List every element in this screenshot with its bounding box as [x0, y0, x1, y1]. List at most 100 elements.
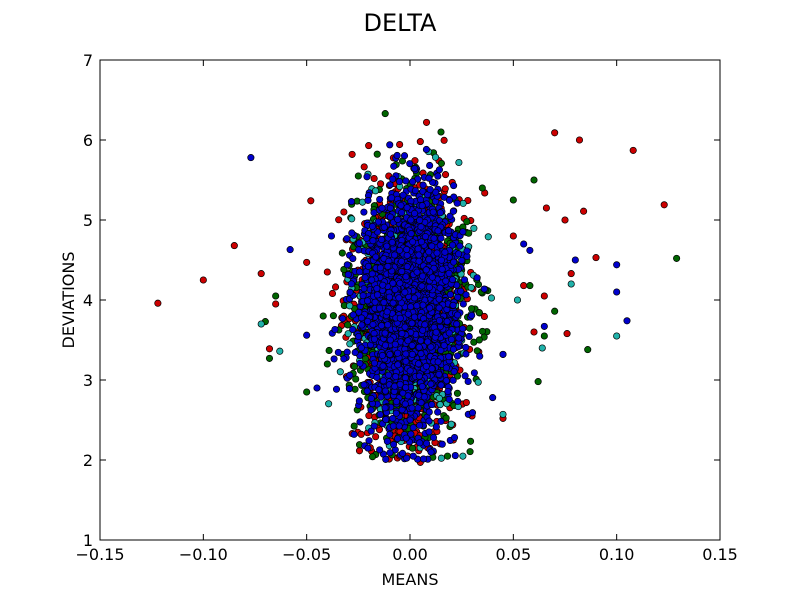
scatter-point: [456, 242, 464, 250]
scatter-point: [417, 399, 425, 407]
scatter-point: [363, 234, 371, 242]
scatter-point: [346, 302, 354, 310]
scatter-point: [351, 348, 359, 357]
scatter-point: [382, 416, 390, 424]
scatter-point: [480, 285, 488, 293]
scatter-point: [440, 341, 448, 349]
scatter-point: [449, 345, 458, 353]
scatter-point: [453, 199, 461, 207]
scatter-point: [376, 411, 384, 419]
scatter-point: [395, 178, 404, 186]
scatter-point: [370, 174, 378, 183]
scatter-point: [530, 176, 538, 184]
scatter-point: [425, 174, 433, 182]
scatter-point: [433, 249, 441, 257]
scatter-point: [520, 282, 528, 290]
scatter-point: [428, 242, 436, 250]
scatter-point: [343, 235, 351, 243]
scatter-point: [499, 410, 507, 418]
scatter-point: [453, 352, 462, 360]
scatter-point: [339, 315, 347, 323]
scatter-point: [265, 354, 274, 362]
scatter-point: [382, 455, 390, 463]
scatter-point: [377, 180, 385, 188]
scatter-point: [445, 353, 453, 361]
scatter-point: [430, 234, 438, 242]
scatter-point: [425, 428, 433, 436]
scatter-point: [540, 292, 548, 300]
scatter-point: [388, 194, 396, 202]
scatter-point: [415, 372, 423, 380]
scatter-point: [375, 386, 383, 394]
scatter-point: [480, 312, 488, 321]
scatter-point: [660, 201, 668, 209]
scatter-point: [419, 181, 427, 189]
scatter-point: [462, 398, 470, 407]
scatter-point: [346, 288, 354, 296]
scatter-point: [347, 280, 355, 288]
scatter-point: [378, 204, 386, 212]
scatter-point: [406, 367, 414, 375]
scatter-point: [407, 430, 415, 438]
scatter-point: [453, 389, 461, 397]
scatter-point: [584, 346, 592, 354]
scatter-point: [364, 262, 372, 270]
scatter-point: [475, 309, 483, 317]
scatter-point: [443, 452, 452, 460]
scatter-point: [542, 204, 550, 212]
scatter-point: [437, 159, 445, 167]
scatter-point: [448, 335, 456, 344]
scatter-point: [381, 404, 389, 412]
scatter-point: [344, 330, 352, 338]
scatter-point: [422, 145, 430, 154]
scatter-point: [416, 421, 424, 429]
chart-title: DELTA: [364, 9, 438, 37]
scatter-point: [450, 182, 458, 190]
scatter-point: [303, 388, 311, 396]
scatter-point: [257, 270, 265, 278]
scatter-point: [434, 408, 442, 416]
scatter-point: [462, 343, 470, 351]
scatter-point: [409, 424, 417, 432]
scatter-point: [360, 381, 368, 389]
scatter-point: [391, 251, 399, 259]
scatter-point: [567, 270, 575, 278]
scatter-point: [425, 417, 433, 425]
scatter-point: [447, 420, 455, 428]
scatter-point: [265, 345, 274, 353]
scatter-point: [415, 391, 423, 399]
scatter-point: [425, 248, 433, 256]
scatter-point: [354, 172, 362, 180]
scatter-point: [409, 238, 417, 246]
scatter-point: [468, 409, 477, 417]
scatter-point: [463, 247, 471, 255]
scatter-point: [445, 395, 453, 403]
scatter-point: [355, 246, 363, 254]
scatter-point: [365, 437, 373, 445]
scatter-point: [470, 224, 478, 232]
scatter-point: [357, 314, 366, 322]
scatter-point: [350, 430, 358, 438]
scatter-point: [440, 193, 448, 201]
scatter-point: [453, 320, 461, 328]
scatter-point: [435, 316, 444, 325]
scatter-point: [386, 141, 394, 149]
scatter-point: [629, 146, 637, 154]
scatter-point: [406, 416, 414, 424]
scatter-point: [389, 422, 397, 430]
scatter-point: [436, 284, 444, 292]
scatter-point: [419, 301, 427, 309]
scatter-point: [360, 285, 368, 293]
scatter-point: [438, 265, 446, 273]
scatter-point: [360, 208, 368, 216]
scatter-point: [464, 377, 472, 386]
scatter-point: [538, 344, 546, 352]
scatter-point: [303, 258, 311, 266]
scatter-point: [363, 387, 371, 395]
scatter-point: [455, 250, 463, 258]
scatter-point: [370, 359, 379, 367]
scatter-point: [381, 110, 389, 118]
scatter-point: [323, 360, 331, 368]
scatter-point: [415, 257, 423, 265]
